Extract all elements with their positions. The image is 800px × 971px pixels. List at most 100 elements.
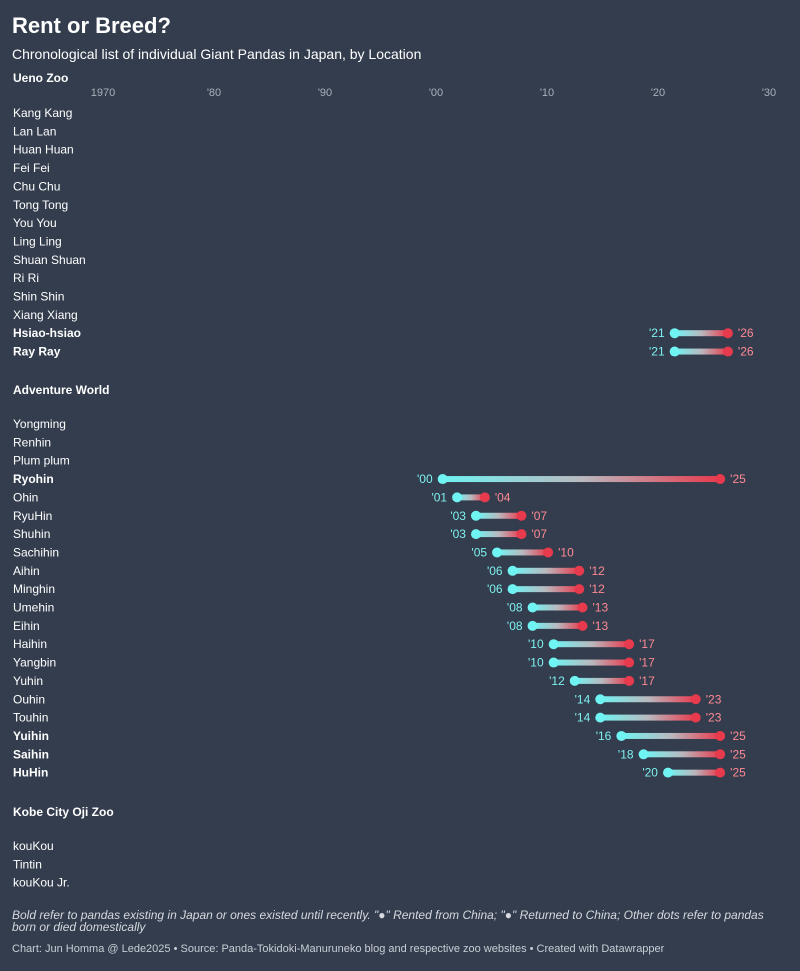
- start-dot: [507, 565, 518, 576]
- end-year-label: '17: [639, 674, 655, 688]
- panda-name: Plum plum: [13, 454, 70, 468]
- start-year-label: '20: [642, 766, 658, 780]
- start-year-label: '00: [417, 472, 433, 486]
- range-bar: [553, 641, 630, 648]
- end-dot: [479, 492, 490, 503]
- range-bar: [621, 732, 721, 739]
- end-dot: [715, 767, 726, 778]
- start-dot: [492, 547, 503, 558]
- end-year-label: '07: [531, 527, 547, 541]
- end-dot: [624, 675, 635, 686]
- range-bar: [497, 549, 549, 556]
- end-dot: [624, 639, 635, 650]
- panda-name: Kang Kang: [13, 106, 72, 120]
- end-dot: [715, 474, 726, 485]
- end-year-label: '17: [639, 637, 655, 651]
- start-dot: [548, 657, 559, 668]
- start-dot: [595, 712, 606, 723]
- panda-name: Eihin: [13, 619, 40, 633]
- end-year-label: '25: [730, 472, 746, 486]
- x-tick-label: '00: [429, 87, 443, 99]
- start-dot: [548, 639, 559, 650]
- panda-name: Hsiao-hsiao: [13, 326, 81, 340]
- end-dot: [577, 602, 588, 613]
- panda-name: Chu Chu: [13, 179, 60, 193]
- panda-name: Ryohin: [13, 472, 54, 486]
- panda-name: Minghin: [13, 582, 55, 596]
- end-year-label: '12: [589, 582, 605, 596]
- end-dot: [516, 529, 527, 540]
- end-dot: [715, 730, 726, 741]
- panda-name: Saihin: [13, 747, 49, 761]
- range-bar: [475, 531, 522, 538]
- panda-name: Yuihin: [13, 729, 49, 743]
- end-dot: [577, 620, 588, 631]
- panda-name: Ray Ray: [13, 345, 61, 359]
- panda-name: kouKou Jr.: [13, 876, 70, 890]
- group-header: Kobe City Oji Zoo: [13, 805, 114, 819]
- panda-name: Renhin: [13, 435, 51, 449]
- x-tick-label: '80: [207, 87, 221, 99]
- end-year-label: '26: [738, 345, 754, 359]
- range-bar: [643, 751, 721, 758]
- start-dot: [527, 620, 538, 631]
- panda-name: Shuhin: [13, 527, 50, 541]
- panda-rows: Ueno Zoo Kang Kang Lan Lan Huan Huan Fei Fei…: [13, 71, 754, 890]
- end-year-label: '13: [593, 619, 609, 633]
- start-dot: [638, 749, 649, 760]
- panda-name: Ouhin: [13, 692, 45, 706]
- end-year-label: '25: [730, 766, 746, 780]
- end-year-label: '23: [706, 711, 722, 725]
- panda-name: Touhin: [13, 711, 48, 725]
- start-dot: [595, 694, 606, 705]
- end-year-label: '07: [531, 509, 547, 523]
- panda-name: Xiang Xiang: [13, 308, 78, 322]
- x-tick-label: '30: [762, 87, 776, 99]
- start-year-label: '10: [528, 656, 544, 670]
- end-year-label: '25: [730, 747, 746, 761]
- range-bar: [512, 586, 580, 593]
- start-dot: [437, 474, 448, 485]
- end-dot: [722, 328, 733, 339]
- end-dot: [690, 712, 701, 723]
- range-bar: [600, 696, 696, 703]
- panda-name: Sachihin: [13, 545, 59, 559]
- start-dot: [669, 346, 680, 357]
- start-year-label: '03: [450, 527, 466, 541]
- x-tick-label: '20: [651, 87, 665, 99]
- start-dot: [662, 767, 673, 778]
- panda-name: Ling Ling: [13, 234, 62, 248]
- start-dot: [527, 602, 538, 613]
- panda-name: kouKou: [13, 839, 54, 853]
- panda-name: Haihin: [13, 637, 47, 651]
- range-bar: [574, 677, 630, 684]
- group-header: Adventure World: [13, 383, 109, 397]
- start-dot: [669, 328, 680, 339]
- end-year-label: '12: [589, 564, 605, 578]
- start-dot: [616, 730, 627, 741]
- start-year-label: '01: [431, 490, 447, 504]
- start-year-label: '06: [487, 564, 503, 578]
- x-axis: 1970 '80 '90 '00 '10 '20 '30: [91, 87, 776, 99]
- chart-subtitle: Chronological list of individual Giant P…: [12, 46, 422, 62]
- panda-name: You You: [13, 216, 57, 230]
- footnote: Bold refer to pandas existing in Japan o…: [12, 908, 764, 934]
- chart-canvas: 1970 '80 '90 '00 '10 '20 '30 Ueno Zoo Kang Kang…: [13, 71, 776, 890]
- start-year-label: '06: [487, 582, 503, 596]
- panda-name: Umehin: [13, 601, 54, 615]
- panda-name: HuHin: [13, 766, 48, 780]
- panda-name: Huan Huan: [13, 143, 74, 157]
- panda-name: Tong Tong: [13, 198, 68, 212]
- end-year-label: '10: [558, 545, 574, 559]
- end-year-label: '13: [593, 601, 609, 615]
- end-year-label: '17: [639, 656, 655, 670]
- start-year-label: '18: [618, 747, 634, 761]
- panda-name: RyuHin: [13, 509, 52, 523]
- range-bar: [674, 330, 728, 337]
- end-year-label: '04: [495, 490, 511, 504]
- end-year-label: '26: [738, 326, 754, 340]
- panda-name: Yuhin: [13, 674, 43, 688]
- chart-title: Rent or Breed?: [12, 13, 171, 38]
- range-bar: [457, 494, 485, 501]
- range-bar: [667, 769, 721, 776]
